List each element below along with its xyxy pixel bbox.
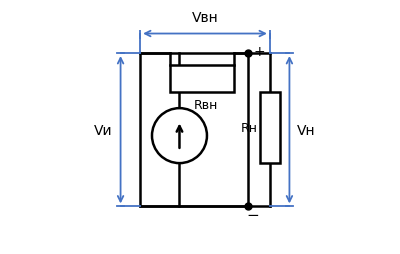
Polygon shape [170, 66, 234, 93]
Text: +: + [253, 45, 265, 59]
Text: Vн: Vн [297, 123, 316, 137]
Polygon shape [260, 93, 280, 164]
Text: −: − [247, 207, 260, 222]
Text: Rн: Rн [241, 122, 258, 135]
Circle shape [152, 109, 207, 164]
Text: Vи: Vи [94, 123, 113, 137]
Text: Rвн: Rвн [194, 99, 218, 112]
Text: Vвн: Vвн [192, 11, 218, 25]
